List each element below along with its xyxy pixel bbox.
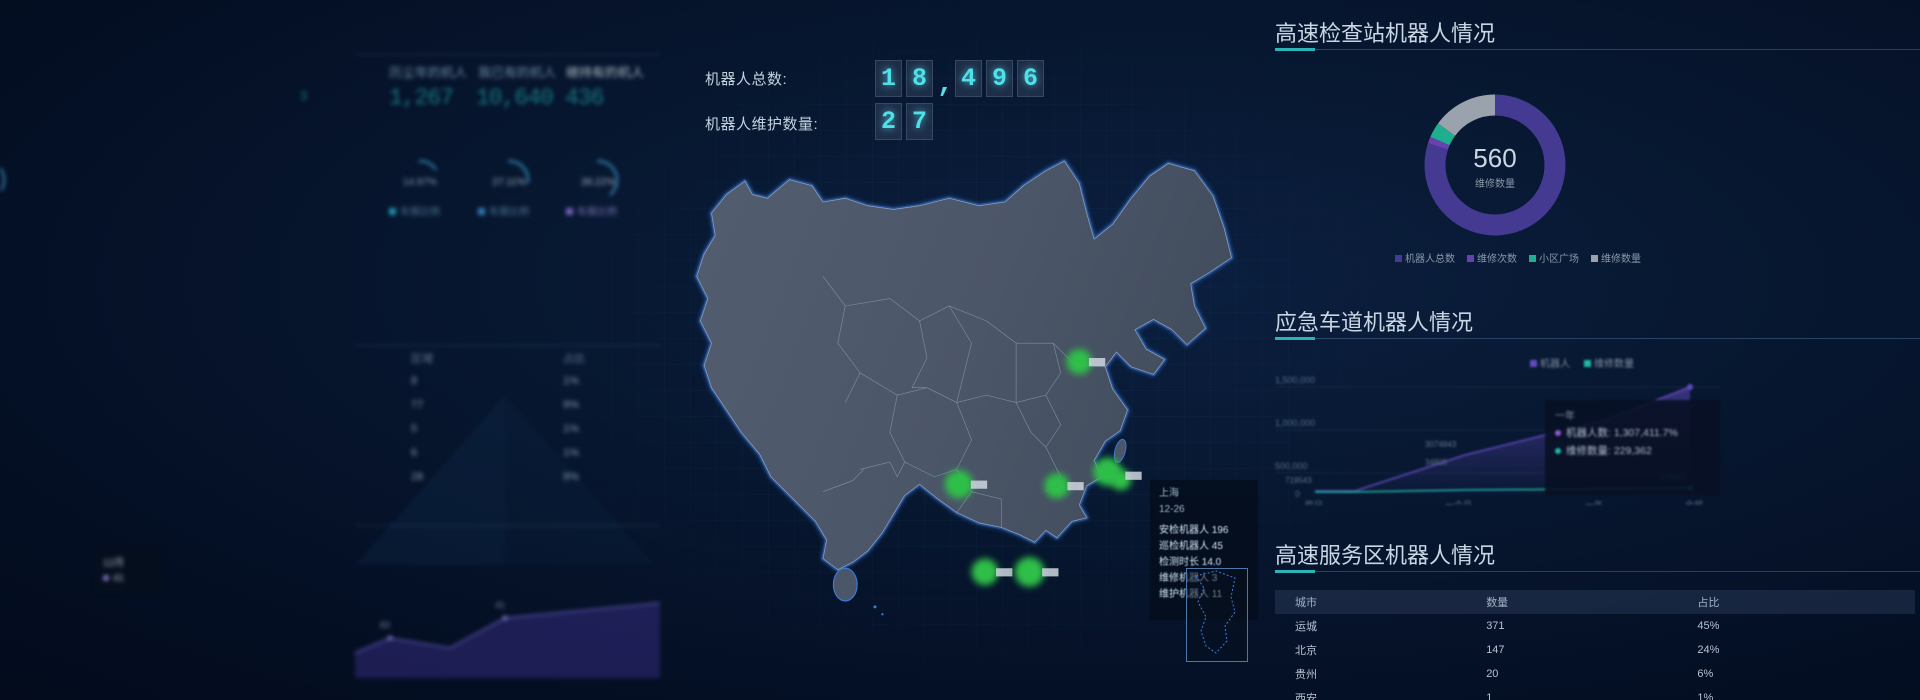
svg-text:1,500,000: 1,500,000: [1275, 375, 1315, 385]
svg-text:500,000: 500,000: [1275, 461, 1308, 471]
svg-text:34805: 34805: [1425, 458, 1448, 467]
svg-text:719543: 719543: [1285, 476, 1312, 485]
svg-text:维修数量: 维修数量: [1475, 177, 1515, 190]
svg-text:3074843: 3074843: [1425, 440, 1457, 449]
svg-text:一个月: 一个月: [1445, 500, 1472, 505]
svg-text:83: 83: [380, 620, 390, 630]
svg-text:全部: 全部: [1685, 499, 1703, 505]
svg-text:41: 41: [495, 600, 505, 610]
svg-text:560: 560: [1473, 143, 1516, 173]
svg-text:1,000,000: 1,000,000: [1275, 418, 1315, 428]
svg-text:昨日: 昨日: [1305, 499, 1323, 505]
svg-text:一年: 一年: [1585, 499, 1603, 505]
svg-text:0: 0: [1295, 489, 1300, 499]
